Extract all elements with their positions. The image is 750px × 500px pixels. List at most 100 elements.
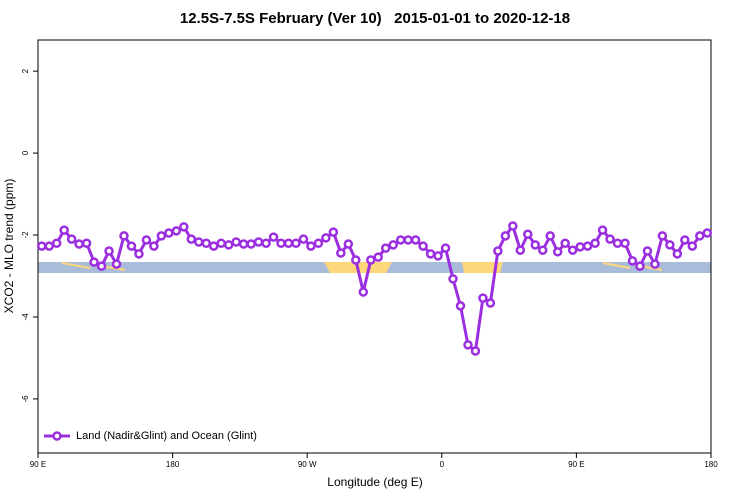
- data-point: [627, 256, 638, 266]
- data-point: [373, 252, 383, 262]
- data-point: [403, 235, 413, 245]
- data-point: [44, 241, 54, 251]
- data-point: [612, 238, 623, 248]
- data-point: [635, 261, 645, 271]
- data-point: [81, 238, 92, 248]
- y-axis-label: XCO2 - MLO trend (ppm): [2, 179, 16, 314]
- legend-marker: [52, 431, 62, 441]
- data-point: [96, 261, 107, 271]
- data-point: [358, 287, 369, 297]
- data-point: [463, 340, 473, 350]
- data-point: [89, 257, 99, 267]
- data-point: [485, 298, 496, 308]
- data-point: [343, 239, 354, 249]
- data-point: [261, 238, 271, 248]
- data-point: [538, 245, 548, 255]
- data-point: [223, 240, 234, 250]
- data-point: [597, 225, 608, 235]
- x-tick-label: 180: [166, 460, 180, 469]
- x-tick-label: 90 E: [568, 460, 584, 469]
- data-point: [306, 241, 316, 251]
- data-point: [440, 243, 451, 253]
- x-tick-label: 90 E: [30, 460, 46, 469]
- data-point: [433, 251, 443, 261]
- data-point: [575, 242, 585, 252]
- y-tick-label: 2: [21, 68, 30, 73]
- data-point: [523, 229, 533, 239]
- data-point: [246, 239, 256, 249]
- data-point: [425, 249, 436, 259]
- data-point: [194, 237, 204, 247]
- data-point: [336, 248, 346, 258]
- data-point: [351, 255, 361, 265]
- data-point: [672, 249, 683, 259]
- data-point: [515, 245, 526, 255]
- data-point: [410, 235, 421, 245]
- data-point: [111, 259, 122, 269]
- data-point: [276, 238, 286, 248]
- data-point: [321, 233, 331, 243]
- land-band: [462, 262, 503, 273]
- data-point: [231, 237, 241, 247]
- data-point: [620, 238, 630, 248]
- data-point: [567, 245, 578, 255]
- data-point: [171, 226, 182, 236]
- data-point: [455, 301, 466, 311]
- data-point: [605, 234, 615, 244]
- data-point: [238, 239, 249, 249]
- data-point: [141, 235, 152, 245]
- y-tick-label: -4: [21, 313, 30, 321]
- data-point: [493, 246, 503, 256]
- data-point: [470, 346, 481, 356]
- data-point: [253, 237, 264, 247]
- data-point: [448, 274, 458, 284]
- data-point: [530, 240, 541, 250]
- data-point: [650, 259, 660, 269]
- data-point: [582, 241, 593, 251]
- data-point: [366, 255, 376, 265]
- data-point: [500, 231, 511, 241]
- data-point: [687, 241, 698, 251]
- land-streak: [61, 262, 663, 271]
- surface-band: [38, 262, 711, 273]
- data-point: [36, 241, 47, 251]
- data-point: [283, 238, 294, 248]
- data-point: [164, 228, 174, 238]
- data-point: [201, 238, 211, 248]
- data-point: [104, 246, 114, 256]
- data-point: [680, 235, 690, 245]
- data-point: [216, 238, 226, 248]
- data-point: [291, 238, 301, 248]
- y-tick-label: 0: [21, 150, 30, 155]
- data-point: [268, 232, 279, 242]
- y-tick-label: -6: [21, 395, 30, 403]
- x-axis-label: Longitude (deg E): [327, 475, 422, 489]
- data-point: [59, 225, 69, 235]
- data-point: [665, 240, 675, 250]
- data-point: [126, 241, 137, 251]
- data-point: [328, 227, 339, 237]
- data-point: [545, 231, 555, 241]
- data-point: [179, 222, 189, 232]
- data-point: [119, 231, 129, 241]
- data-point: [560, 238, 570, 248]
- data-point: [313, 238, 324, 248]
- data-point: [134, 249, 144, 259]
- legend-label: Land (Nadir&Glint) and Ocean (Glint): [76, 430, 257, 442]
- y-tick-label: -2: [21, 231, 30, 239]
- data-point: [149, 241, 159, 251]
- data-point: [695, 231, 705, 241]
- x-tick-label: 90 W: [298, 460, 317, 469]
- data-point: [418, 241, 428, 251]
- data-point: [478, 293, 488, 303]
- data-point: [642, 246, 653, 256]
- data-point: [590, 238, 600, 248]
- x-tick-label: 0: [440, 460, 445, 469]
- data-point: [298, 234, 309, 244]
- data-point: [388, 240, 398, 250]
- chart-title: 12.5S-7.5S February (Ver 10) 2015-01-01 …: [180, 10, 570, 27]
- data-point: [702, 228, 713, 238]
- data-point: [395, 235, 406, 245]
